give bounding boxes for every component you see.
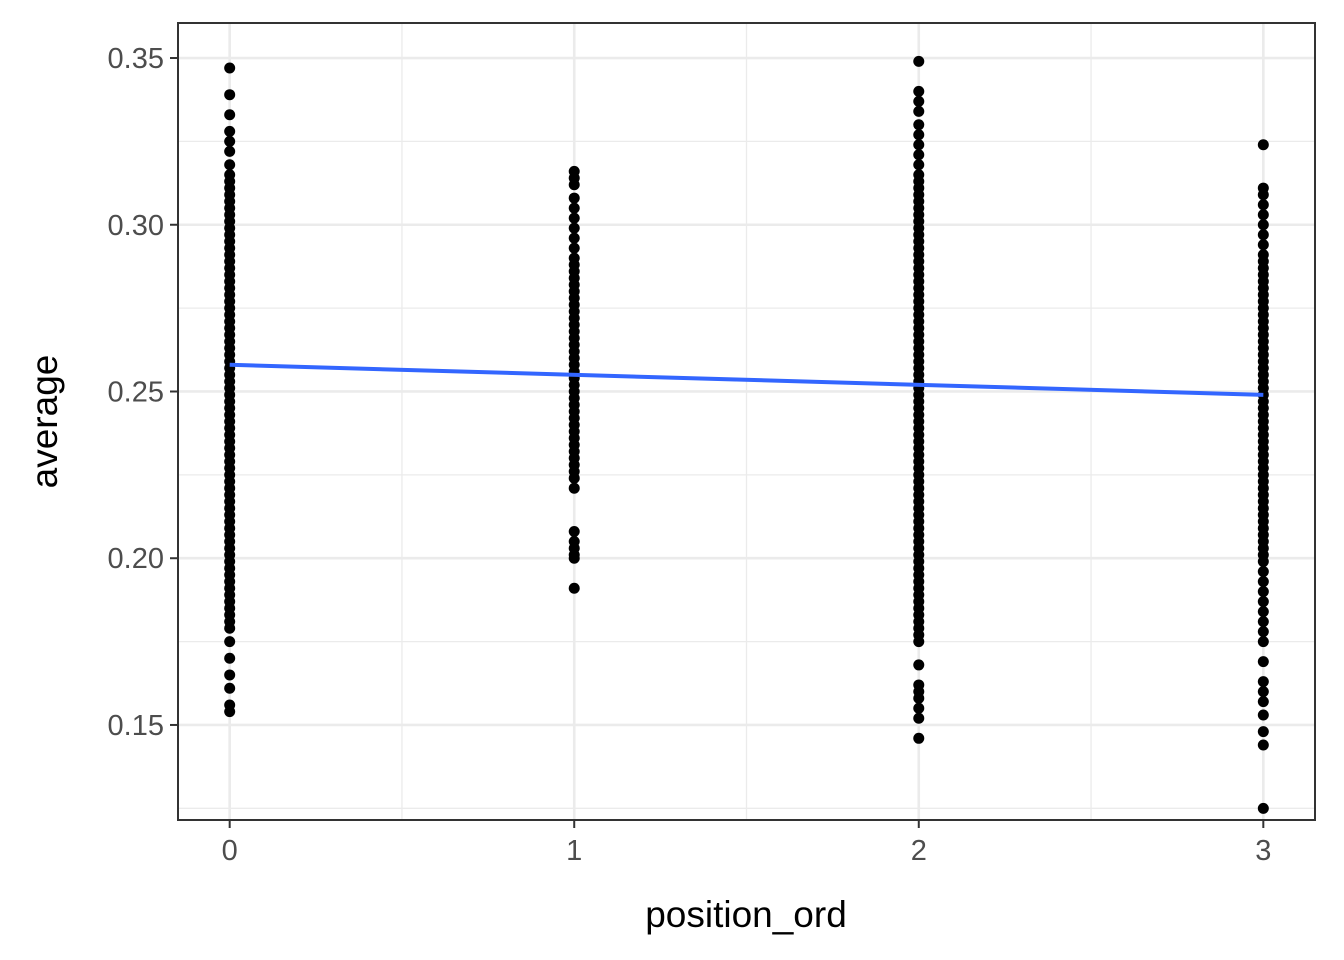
data-point	[224, 89, 236, 101]
data-point	[1257, 586, 1269, 598]
y-tick-label: 0.20	[108, 543, 164, 575]
data-point	[1257, 739, 1269, 751]
data-point	[1257, 802, 1269, 814]
data-points	[224, 55, 1269, 814]
data-point	[1257, 199, 1269, 211]
data-point	[1257, 219, 1269, 231]
data-point	[1257, 626, 1269, 638]
data-point	[913, 732, 925, 744]
data-point	[1257, 726, 1269, 738]
data-point	[913, 129, 925, 141]
data-point	[913, 55, 925, 67]
data-point	[568, 552, 580, 564]
x-tick-label: 0	[222, 835, 238, 867]
data-point	[913, 85, 925, 97]
data-point	[1257, 229, 1269, 241]
data-point	[568, 192, 580, 204]
data-point	[913, 702, 925, 714]
data-point	[568, 472, 580, 484]
data-point	[224, 159, 236, 171]
data-point	[913, 105, 925, 117]
x-tick-label: 3	[1255, 835, 1271, 867]
data-point	[224, 682, 236, 694]
data-point	[913, 95, 925, 107]
y-tick-label: 0.15	[108, 710, 164, 742]
fit-line-layer	[229, 362, 1264, 397]
y-tick-label: 0.30	[108, 210, 164, 242]
data-point	[224, 622, 236, 634]
data-point	[224, 62, 236, 74]
data-point	[568, 232, 580, 244]
data-point	[1257, 636, 1269, 648]
y-tick-label: 0.25	[108, 376, 164, 408]
data-point	[224, 636, 236, 648]
data-point	[224, 669, 236, 681]
data-point	[1257, 606, 1269, 618]
data-point	[1257, 556, 1269, 568]
data-point	[913, 149, 925, 161]
data-point	[1257, 676, 1269, 688]
data-point	[224, 109, 236, 121]
plot-panel-border	[177, 22, 1316, 821]
data-point	[913, 692, 925, 704]
data-point	[1257, 209, 1269, 221]
data-point	[913, 712, 925, 724]
data-point	[1257, 709, 1269, 721]
data-point	[1257, 139, 1269, 151]
data-point	[224, 135, 236, 147]
data-point	[224, 145, 236, 157]
data-point	[1257, 656, 1269, 668]
data-point	[568, 582, 580, 594]
data-point	[568, 242, 580, 254]
data-point	[913, 659, 925, 671]
data-point	[913, 159, 925, 171]
data-point	[224, 125, 236, 137]
y-axis-title: average	[24, 355, 65, 489]
data-point	[913, 636, 925, 648]
minor-gridlines	[178, 23, 1315, 820]
data-point	[568, 179, 580, 191]
data-point	[1257, 189, 1269, 201]
x-axis-title: position_ord	[645, 894, 847, 935]
data-point	[1257, 239, 1269, 251]
data-point	[568, 202, 580, 214]
data-point	[568, 222, 580, 234]
data-point	[913, 139, 925, 151]
data-point	[568, 526, 580, 538]
data-point	[1257, 616, 1269, 628]
fit-line	[229, 362, 1264, 397]
data-point	[568, 482, 580, 494]
data-point	[1257, 696, 1269, 708]
data-point	[1257, 576, 1269, 588]
data-point	[224, 652, 236, 664]
x-tick-label: 2	[911, 835, 927, 867]
data-point	[1257, 566, 1269, 578]
data-point	[1257, 596, 1269, 608]
axis-ticks	[170, 57, 1265, 828]
data-point	[224, 706, 236, 718]
data-point	[568, 212, 580, 224]
data-point	[913, 119, 925, 131]
axis-tick-labels: 0 1 2 3 0.15 0.20 0.25 0.30 0.35	[108, 43, 1272, 867]
data-point	[1257, 686, 1269, 698]
x-tick-label: 1	[566, 835, 582, 867]
y-tick-label: 0.35	[108, 43, 164, 75]
